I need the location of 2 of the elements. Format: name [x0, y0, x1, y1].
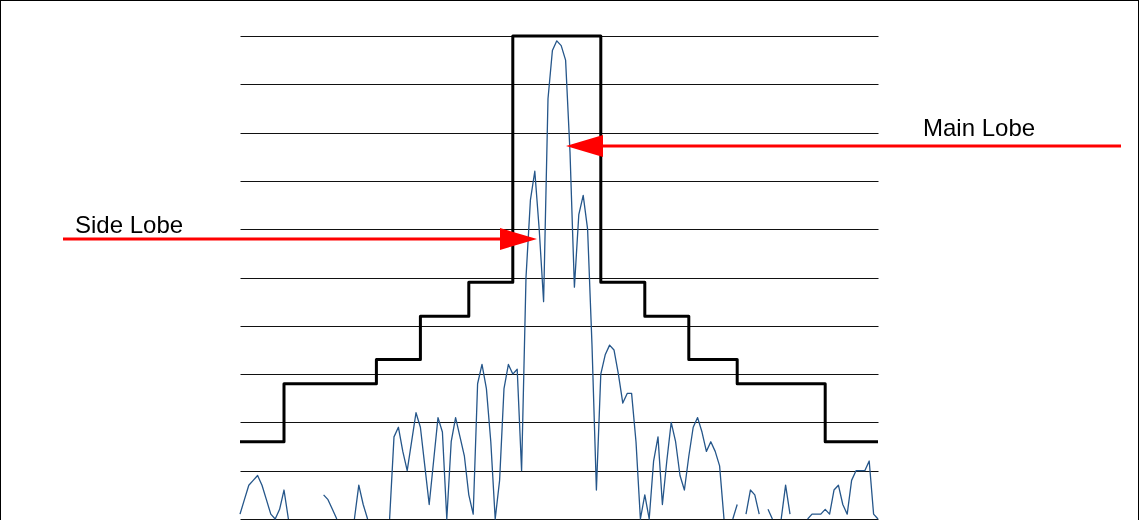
text: Main Lobe: [923, 114, 1036, 141]
text: Side Lobe: [75, 211, 184, 238]
